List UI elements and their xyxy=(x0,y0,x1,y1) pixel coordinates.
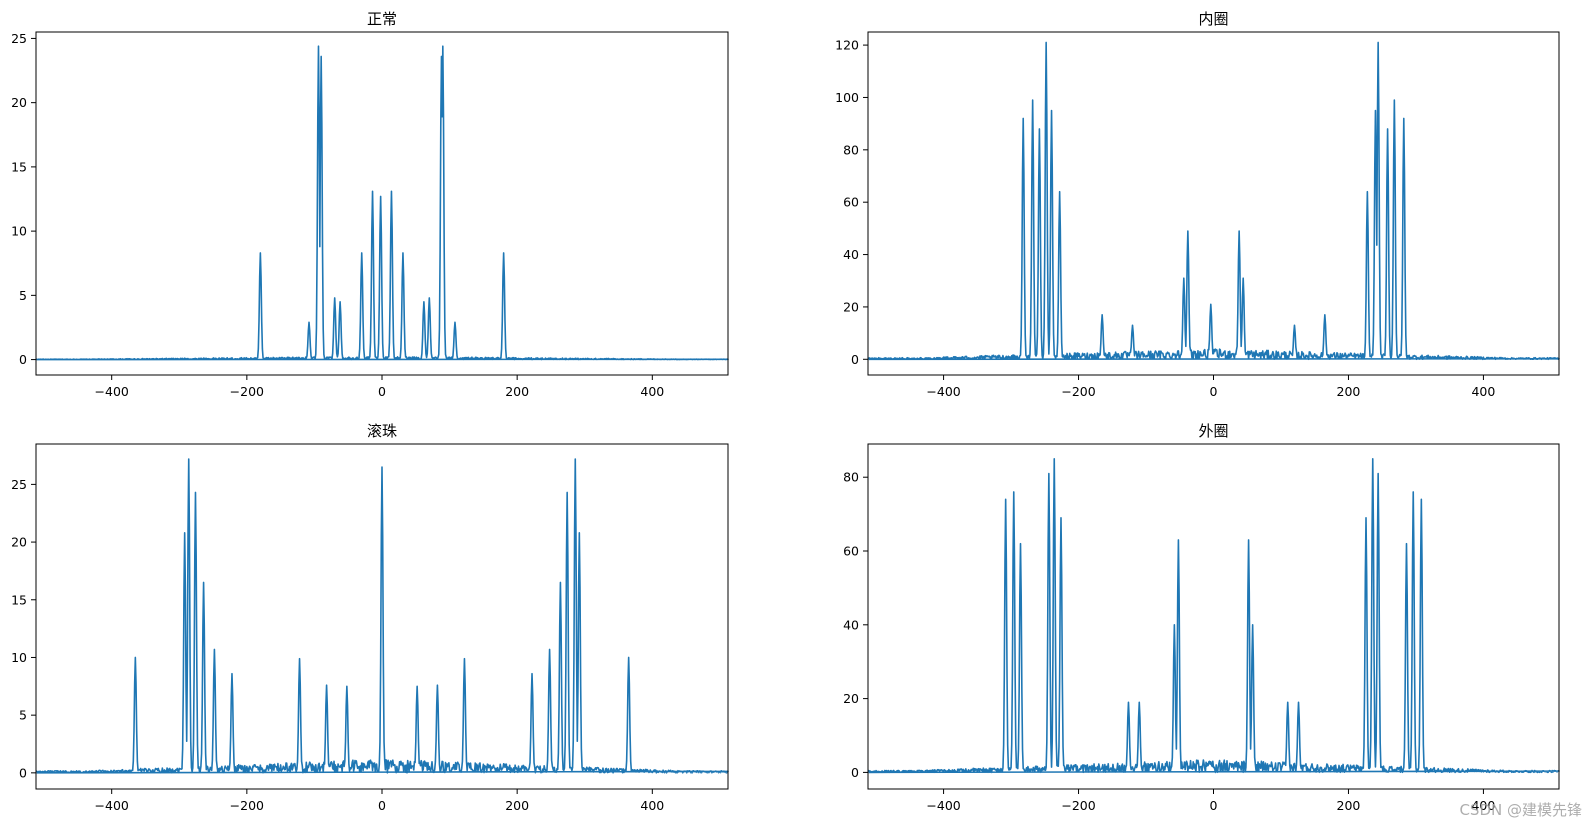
watermark: CSDN @建模先锋 xyxy=(1459,801,1582,819)
y-tick-label: 40 xyxy=(843,247,859,262)
y-tick-label: 60 xyxy=(843,195,859,210)
x-tick-label: 400 xyxy=(1471,384,1495,399)
x-tick-label: 400 xyxy=(640,384,664,399)
x-tick-label: 200 xyxy=(505,384,529,399)
subplot-outer-race: 外圈 −400 −200 0 200 400 0 20 40 60 80 xyxy=(843,422,1560,813)
subplot-title: 外圈 xyxy=(1198,422,1228,440)
x-tick-label: 400 xyxy=(1471,798,1495,813)
x-tick-label: 0 xyxy=(1210,798,1218,813)
y-tick-label: 0 xyxy=(851,765,859,780)
y-tick-label: 40 xyxy=(843,617,859,632)
subplot-inner-race: 内圈 −400 −200 0 200 400 0 20 40 60 80 100 120 xyxy=(835,10,1560,399)
x-tick-label: 200 xyxy=(1337,384,1361,399)
x-tick-label: 0 xyxy=(1210,384,1218,399)
x-tick-label: −200 xyxy=(1061,384,1095,399)
x-tick-label: 200 xyxy=(505,798,529,813)
x-tick-label: 0 xyxy=(378,384,386,399)
spectrum-series-line xyxy=(867,457,1560,774)
x-tick-label: −200 xyxy=(230,384,264,399)
y-tick-label: 60 xyxy=(843,544,859,559)
y-tick-label: 25 xyxy=(11,477,27,492)
y-tick-label: 0 xyxy=(851,352,859,367)
x-tick-label: −400 xyxy=(926,384,960,399)
spectrum-series-line xyxy=(867,41,1560,361)
y-tick-label: 20 xyxy=(843,691,859,706)
y-tick-label: 5 xyxy=(19,288,27,303)
x-tick-label: −200 xyxy=(1061,798,1095,813)
y-tick-label: 10 xyxy=(11,650,27,665)
y-tick-label: 20 xyxy=(11,535,27,550)
x-tick-label: −400 xyxy=(95,798,129,813)
y-tick-label: 100 xyxy=(835,90,859,105)
y-tick-label: 0 xyxy=(19,765,27,780)
y-tick-label: 120 xyxy=(835,38,859,53)
y-tick-label: 25 xyxy=(11,31,27,46)
x-tick-label: −400 xyxy=(926,798,960,813)
y-tick-label: 15 xyxy=(11,159,27,174)
spectrum-series-line xyxy=(35,458,729,774)
x-tick-label: −200 xyxy=(230,798,264,813)
subplot-title: 滚珠 xyxy=(367,422,397,440)
y-tick-label: 20 xyxy=(11,95,27,110)
x-tick-label: 0 xyxy=(378,798,386,813)
subplot-title: 正常 xyxy=(367,10,397,28)
x-tick-label: 400 xyxy=(640,798,664,813)
y-tick-label: 5 xyxy=(19,708,27,723)
axes-frame xyxy=(867,31,1560,376)
y-tick-label: 10 xyxy=(11,224,27,239)
x-tick-label: −400 xyxy=(95,384,129,399)
spectrum-series-line xyxy=(35,45,729,361)
y-tick-label: 80 xyxy=(843,470,859,485)
subplot-title: 内圈 xyxy=(1198,10,1228,28)
subplot-ball: 滚珠 −400 −200 0 200 400 0 5 10 15 20 25 xyxy=(11,422,729,813)
x-tick-label: 200 xyxy=(1337,798,1361,813)
y-tick-label: 20 xyxy=(843,299,859,314)
axes-frame xyxy=(867,443,1560,790)
subplot-normal: 正常 −400 −200 0 200 400 0 5 10 15 20 25 xyxy=(11,10,729,399)
y-tick-label: 0 xyxy=(19,352,27,367)
y-tick-label: 80 xyxy=(843,142,859,157)
y-tick-label: 15 xyxy=(11,592,27,607)
